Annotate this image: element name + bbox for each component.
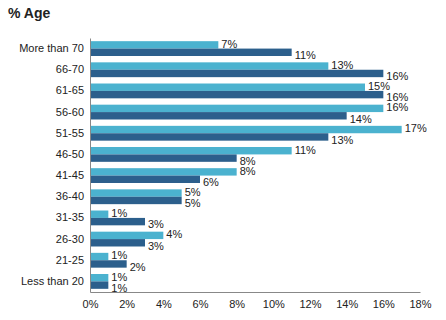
tick: 8% <box>229 292 245 310</box>
tick-label: More than 70 <box>19 42 84 54</box>
tick-label: Less than 20 <box>21 275 84 287</box>
tick: 16% <box>373 292 395 310</box>
tick: 41-45 <box>56 169 90 181</box>
data-label: 17% <box>405 122 427 134</box>
tick: 21-25 <box>56 254 90 266</box>
data-label: 13% <box>331 134 353 146</box>
bars <box>90 41 402 289</box>
tick-label: 10% <box>263 298 285 310</box>
data-label: 3% <box>148 240 164 252</box>
tick-label: 66-70 <box>56 63 84 75</box>
tick-label: 6% <box>193 298 209 310</box>
bar <box>90 133 328 140</box>
data-label: 1% <box>111 207 127 219</box>
data-label: 14% <box>350 113 372 125</box>
tick-label: 18% <box>409 298 431 310</box>
bar <box>90 239 145 246</box>
data-label: 16% <box>386 91 408 103</box>
data-labels: 7%13%15%16%17%11%8%5%1%4%1%1%11%16%16%14… <box>111 38 427 294</box>
bar <box>90 197 182 204</box>
tick: 46-50 <box>56 148 90 160</box>
axis-line <box>90 39 91 293</box>
bar <box>90 49 292 56</box>
tick: Less than 20 <box>21 275 90 287</box>
tick: 14% <box>336 292 358 310</box>
bar <box>90 41 218 48</box>
data-label: 4% <box>166 228 182 240</box>
data-label: 13% <box>331 59 353 71</box>
bar <box>90 84 365 91</box>
bar <box>90 126 402 133</box>
tick: 36-40 <box>56 190 90 202</box>
tick-label: 26-30 <box>56 233 84 245</box>
chart: % Age7%13%15%16%17%11%8%5%1%4%1%1%11%16%… <box>0 0 446 320</box>
tick: 18% <box>409 292 431 310</box>
tick: 51-55 <box>56 127 90 139</box>
bar <box>90 176 200 183</box>
tick-label: 2% <box>119 298 135 310</box>
tick-label: 21-25 <box>56 254 84 266</box>
data-label: 8% <box>240 155 256 167</box>
plot: 7%13%15%16%17%11%8%5%1%4%1%1%11%16%16%14… <box>19 38 432 310</box>
bar <box>90 91 383 98</box>
bar <box>90 105 383 112</box>
bar <box>90 274 108 281</box>
tick-label: 51-55 <box>56 127 84 139</box>
data-label: 1% <box>111 271 127 283</box>
bar <box>90 147 292 154</box>
bar <box>90 253 108 260</box>
tick: 61-65 <box>56 84 90 96</box>
bar <box>90 154 237 161</box>
tick-label: 46-50 <box>56 148 84 160</box>
data-label: 3% <box>148 218 164 230</box>
tick-label: 31-35 <box>56 211 84 223</box>
tick: 10% <box>263 292 285 310</box>
tick-label: 41-45 <box>56 169 84 181</box>
data-label: 5% <box>185 197 201 209</box>
bar <box>90 189 182 196</box>
data-label: 1% <box>111 249 127 261</box>
bar <box>90 211 108 218</box>
tick-label: 4% <box>156 298 172 310</box>
tick: 26-30 <box>56 233 90 245</box>
tick: 4% <box>156 292 172 310</box>
tick-label: 0% <box>83 298 99 310</box>
tick: 31-35 <box>56 211 90 223</box>
bar <box>90 112 347 119</box>
tick-label: 56-60 <box>56 106 84 118</box>
data-label: 16% <box>386 70 408 82</box>
tick-label: 36-40 <box>56 190 84 202</box>
y-axis: More than 70 66-70 61-65 56-60 51-55 46-50 41-… <box>19 39 90 293</box>
tick-label: 8% <box>229 298 245 310</box>
data-label: 7% <box>221 38 237 50</box>
data-label: 11% <box>295 144 316 156</box>
bar <box>90 168 237 175</box>
tick-label: 61-65 <box>56 84 84 96</box>
data-label: 5% <box>185 186 201 198</box>
tick: 66-70 <box>56 63 90 75</box>
tick-label: 16% <box>373 298 395 310</box>
data-label: 6% <box>203 176 219 188</box>
tick: 0% <box>83 292 99 310</box>
tick: 2% <box>119 292 135 310</box>
x-axis: 0% 2% 4% 6% 8% 10% 12% 14% 16% 18% <box>83 292 432 310</box>
tick: 56-60 <box>56 106 90 118</box>
bar <box>90 281 108 288</box>
tick: 6% <box>193 292 209 310</box>
axis-line <box>91 292 421 293</box>
data-label: 2% <box>130 261 146 273</box>
chart-title: % Age <box>8 5 50 21</box>
tick-label: 12% <box>299 298 321 310</box>
bar <box>90 232 163 239</box>
data-label: 11% <box>295 49 316 61</box>
tick: 12% <box>299 292 321 310</box>
tick-label: 14% <box>336 298 358 310</box>
tick: More than 70 <box>19 42 90 54</box>
bar <box>90 62 328 69</box>
